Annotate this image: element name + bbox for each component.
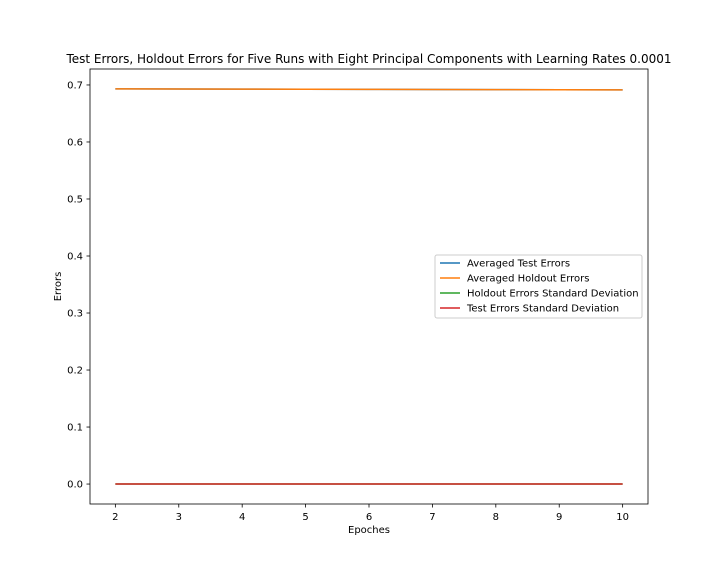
x-tick-label: 9 bbox=[556, 512, 562, 523]
series-layer bbox=[115, 88, 623, 485]
y-tick-label: 0.7 bbox=[67, 80, 83, 91]
y-tick-label: 0.3 bbox=[67, 309, 83, 320]
x-tick-label: 8 bbox=[493, 512, 499, 523]
legend-label: Test Errors Standard Deviation bbox=[466, 304, 619, 315]
x-axis: 2 3 4 5 6 7 8 9 10 bbox=[112, 504, 629, 523]
legend-label: Averaged Test Errors bbox=[467, 259, 570, 270]
x-tick-label: 2 bbox=[112, 512, 118, 523]
x-tick-label: 3 bbox=[176, 512, 182, 523]
x-tick-label: 5 bbox=[302, 512, 308, 523]
x-tick-label: 10 bbox=[616, 512, 629, 523]
y-tick-label: 0.5 bbox=[67, 194, 83, 205]
x-tick-label: 4 bbox=[239, 512, 245, 523]
y-tick-label: 0.6 bbox=[67, 137, 83, 148]
x-axis-label: Epoches bbox=[348, 525, 390, 536]
x-tick-label: 6 bbox=[366, 512, 372, 523]
y-tick-label: 0.0 bbox=[67, 480, 83, 491]
chart-title: Test Errors, Holdout Errors for Five Run… bbox=[65, 52, 671, 66]
legend-box bbox=[434, 254, 643, 319]
legend: Averaged Test Errors Averaged Holdout Err… bbox=[434, 254, 643, 319]
y-tick-label: 0.1 bbox=[67, 423, 83, 434]
legend-label: Holdout Errors Standard Deviation bbox=[467, 289, 639, 300]
y-axis-label: Errors bbox=[53, 272, 64, 302]
x-tick-label: 7 bbox=[429, 512, 435, 523]
series-line-1 bbox=[115, 88, 623, 91]
y-tick-label: 0.4 bbox=[67, 251, 83, 262]
legend-label: Averaged Holdout Errors bbox=[467, 274, 590, 285]
y-tick-label: 0.2 bbox=[67, 366, 83, 377]
y-axis: 0.0 0.1 0.2 0.3 0.4 0.5 0.6 0.7 bbox=[67, 80, 90, 491]
